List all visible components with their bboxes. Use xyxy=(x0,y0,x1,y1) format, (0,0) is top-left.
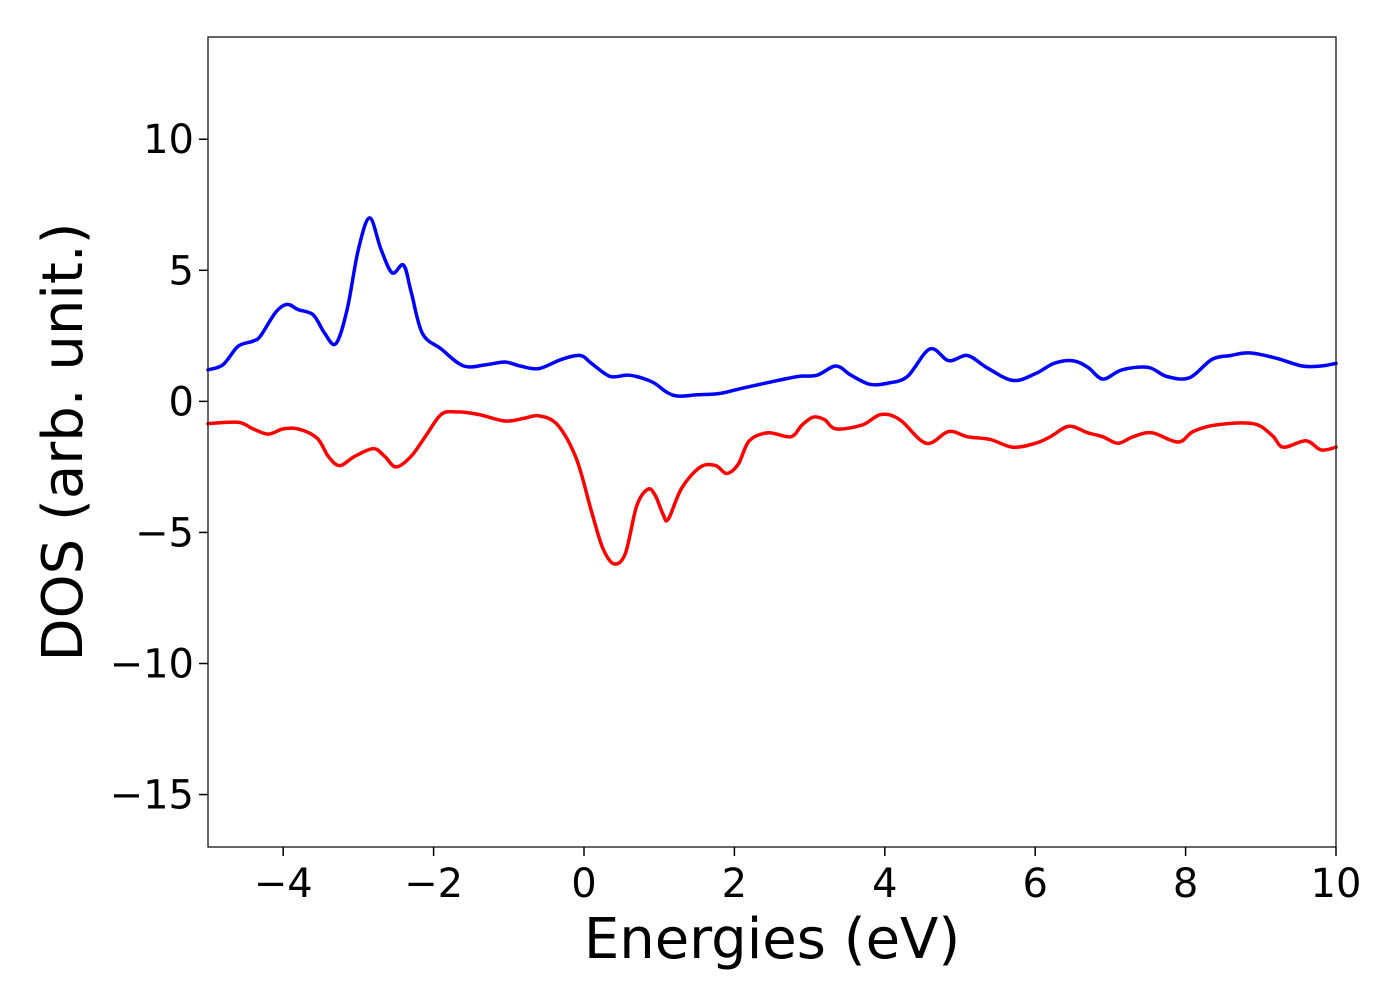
plot-lines xyxy=(206,216,1338,566)
y-tick-label: 0 xyxy=(169,379,194,425)
x-tick-label: 2 xyxy=(722,861,747,907)
series-line-2 xyxy=(206,409,1338,566)
y-tick-label: 5 xyxy=(169,248,194,294)
y-tick-label: −5 xyxy=(135,510,194,556)
x-tick-label: 6 xyxy=(1022,861,1047,907)
y-axis: 10 5 0 −5 −10 −15 xyxy=(110,117,208,819)
y-tick-label: −15 xyxy=(110,773,194,819)
x-tick-label: 10 xyxy=(1311,861,1362,907)
x-axis-title: Energies (eV) xyxy=(584,907,960,972)
x-tick-label: 4 xyxy=(872,861,897,907)
x-tick-label: −2 xyxy=(404,861,463,907)
series-line-1 xyxy=(206,216,1338,398)
x-tick-label: 8 xyxy=(1173,861,1198,907)
x-tick-label: −4 xyxy=(254,861,313,907)
y-tick-label: −10 xyxy=(110,642,194,688)
x-tick-label: 0 xyxy=(571,861,596,907)
x-axis: −4 −2 0 2 4 6 8 10 xyxy=(254,847,1362,907)
y-tick-label: 10 xyxy=(143,117,194,163)
y-axis-title: DOS (arb. unit.) xyxy=(31,222,96,661)
plot-frame xyxy=(207,36,1337,848)
